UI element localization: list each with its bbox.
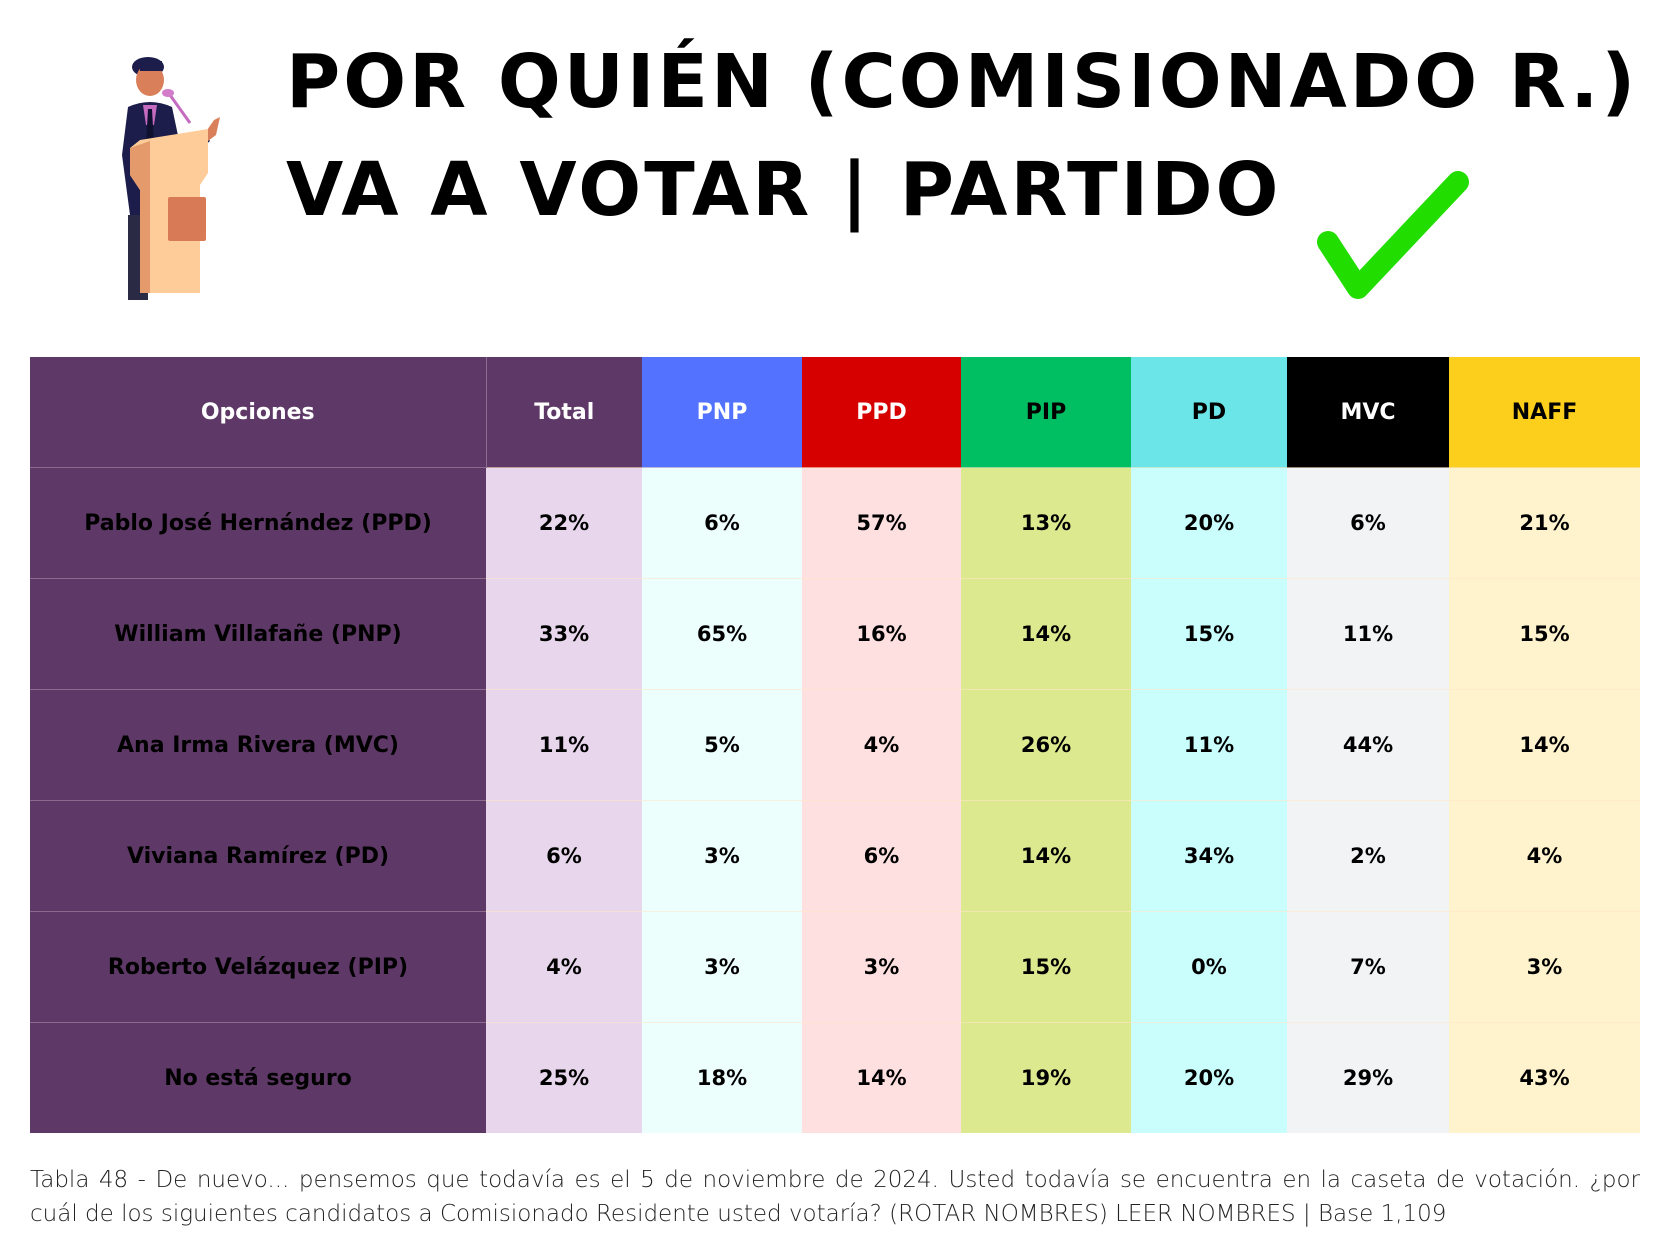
column-header-pip: PIP <box>961 357 1131 468</box>
cell-ppd: 6% <box>802 800 961 912</box>
cell-pnp: 18% <box>642 1022 802 1133</box>
cell-mvc: 44% <box>1287 689 1449 801</box>
row-option-label: No está seguro <box>30 1022 486 1133</box>
cell-pnp: 3% <box>642 911 802 1023</box>
cell-pip: 14% <box>961 800 1131 912</box>
cell-pd: 34% <box>1131 800 1287 912</box>
title-line-2: VA A VOTAR | PARTIDO <box>286 147 1282 233</box>
cell-pd: 11% <box>1131 689 1287 801</box>
cell-mvc: 2% <box>1287 800 1449 912</box>
cell-mvc: 7% <box>1287 911 1449 1023</box>
cell-ppd: 16% <box>802 578 961 690</box>
column-header-total: Total <box>485 357 642 468</box>
table-row: Ana Irma Rivera (MVC) 11% 5% 4% 26% 11% 44% 14% <box>30 689 1640 801</box>
cell-ppd: 57% <box>802 467 961 579</box>
table-row: No está seguro 25% 18% 14% 19% 20% 29% 43% <box>30 1022 1640 1133</box>
title-line-1: POR QUIÉN (COMISIONADO R.) <box>286 39 1639 125</box>
cell-pnp: 5% <box>642 689 802 801</box>
cell-mvc: 6% <box>1287 467 1449 579</box>
cell-total: 6% <box>486 800 642 912</box>
table-row: Viviana Ramírez (PD) 6% 3% 6% 14% 34% 2% 4% <box>30 800 1640 912</box>
poll-results-table: Opciones Total PNP PPD PIP PD MVC NAFF P… <box>30 357 1640 1133</box>
cell-ppd: 4% <box>802 689 961 801</box>
cell-total: 25% <box>486 1022 642 1133</box>
table-header-row: Opciones Total PNP PPD PIP PD MVC NAFF <box>30 357 1640 468</box>
cell-pd: 15% <box>1131 578 1287 690</box>
table-row: Pablo José Hernández (PPD) 22% 6% 57% 13% 20%… <box>30 467 1640 579</box>
cell-naff: 21% <box>1449 467 1640 579</box>
row-option-label: Pablo José Hernández (PPD) <box>30 467 486 579</box>
row-option-label: Ana Irma Rivera (MVC) <box>30 689 486 801</box>
column-header-options: Opciones <box>30 357 486 468</box>
cell-pd: 20% <box>1131 1022 1287 1133</box>
column-header-pd: PD <box>1131 357 1287 468</box>
politician-at-podium-icon <box>122 57 220 300</box>
row-option-label: Viviana Ramírez (PD) <box>30 800 486 912</box>
cell-ppd: 14% <box>802 1022 961 1133</box>
cell-pip: 14% <box>961 578 1131 690</box>
table-caption: Tabla 48 - De nuevo... pensemos que toda… <box>30 1167 1640 1227</box>
cell-naff: 4% <box>1449 800 1640 912</box>
cell-pd: 0% <box>1131 911 1287 1023</box>
cell-pnp: 3% <box>642 800 802 912</box>
table-row: William Villafañe (PNP) 33% 65% 16% 14% 15% 11… <box>30 578 1640 690</box>
row-option-label: Roberto Velázquez (PIP) <box>30 911 486 1023</box>
cell-pd: 20% <box>1131 467 1287 579</box>
cell-ppd: 3% <box>802 911 961 1023</box>
cell-pip: 15% <box>961 911 1131 1023</box>
cell-total: 22% <box>486 467 642 579</box>
column-header-ppd: PPD <box>802 357 961 468</box>
column-header-naff: NAFF <box>1449 357 1640 468</box>
cell-total: 33% <box>486 578 642 690</box>
green-checkmark-icon <box>1317 171 1469 299</box>
cell-total: 4% <box>486 911 642 1023</box>
cell-mvc: 11% <box>1287 578 1449 690</box>
cell-pip: 13% <box>961 467 1131 579</box>
column-header-pnp: PNP <box>642 357 802 468</box>
cell-total: 11% <box>486 689 642 801</box>
cell-pip: 19% <box>961 1022 1131 1133</box>
cell-mvc: 29% <box>1287 1022 1449 1133</box>
cell-pip: 26% <box>961 689 1131 801</box>
table-row: Roberto Velázquez (PIP) 4% 3% 3% 15% 0% 7% 3% <box>30 911 1640 1023</box>
cell-naff: 43% <box>1449 1022 1640 1133</box>
cell-pnp: 65% <box>642 578 802 690</box>
cell-naff: 3% <box>1449 911 1640 1023</box>
cell-pnp: 6% <box>642 467 802 579</box>
column-header-mvc: MVC <box>1287 357 1449 468</box>
row-option-label: William Villafañe (PNP) <box>30 578 486 690</box>
page-title: POR QUIÉN (COMISIONADO R.) VA A VOTAR | … <box>286 28 1638 244</box>
cell-naff: 15% <box>1449 578 1640 690</box>
cell-naff: 14% <box>1449 689 1640 801</box>
